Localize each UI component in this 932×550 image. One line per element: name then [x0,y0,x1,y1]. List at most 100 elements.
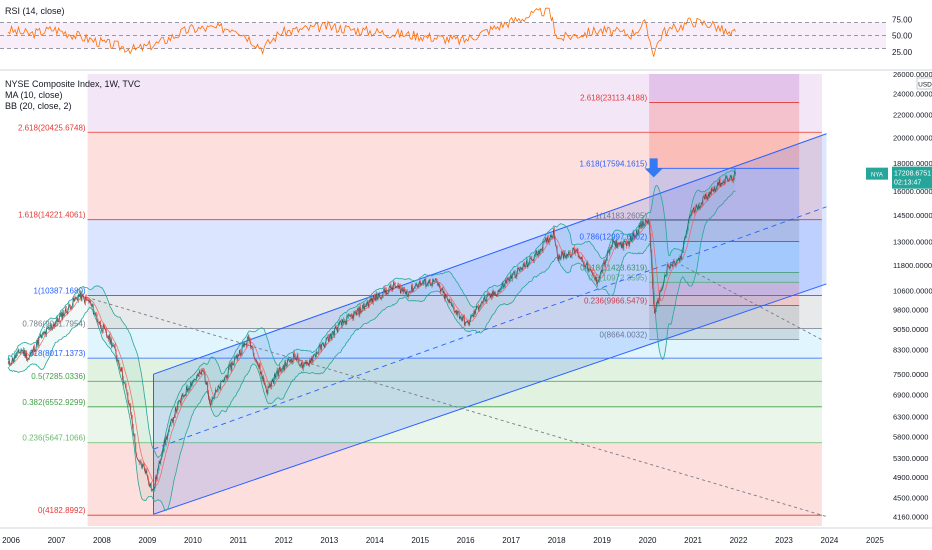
fib-level-label: 1.618(14221.4061) [18,211,86,220]
fib-zone [87,406,822,443]
channel-lower [153,283,827,515]
price-tick-label: 9050.0000 [893,325,928,334]
year-tick-label: 2024 [821,536,839,545]
symbol-label: NYA [871,173,883,179]
rsi-tick-label: 25.00 [892,48,913,57]
bollinger-upper [7,168,736,459]
year-tick-label: 2020 [639,536,657,545]
price-tick-label: 5300.0000 [893,454,928,463]
price-tick-label: 10600.0000 [893,287,932,296]
price-tick-label: 5800.0000 [893,432,928,441]
last-price-countdown: 02:13:47 [894,180,921,187]
price-tick-label: 26000.0000 [893,70,932,79]
price-axis[interactable]: 26000.0000 24000.0000 22000.0000 20000.0000… [866,70,932,528]
year-tick-label: 2007 [48,536,66,545]
rsi-legend-label: RSI (14, close) [5,6,65,16]
fib2-level-label: 0.618(11423.6319) [580,264,647,273]
price-tick-label: 18000.0000 [893,159,932,168]
rsi-tick-label: 75.00 [892,15,913,24]
annotation-layer [644,158,663,178]
fib2-zone [649,102,800,169]
time-axis[interactable]: 2006 2007 2008 2009 2010 2011 2012 2013 2014 2015… [0,527,932,545]
close-line [7,170,736,491]
usd-label: USD [918,82,932,89]
price-tick-label: 4500.0000 [893,494,928,503]
year-tick-label: 2019 [593,536,611,545]
price-tick-label: 8300.0000 [893,346,928,355]
legend-symbol[interactable]: NYSE Composite Index, 1W, TVC [5,79,141,89]
year-tick-label: 2018 [548,536,566,545]
year-tick-label: 2009 [139,536,157,545]
price-tick-label: 22000.0000 [893,110,932,119]
bollinger-fill [8,168,736,511]
fib2-level-label: 1(14183.2605) [595,211,647,220]
price-tick-label: 14500.0000 [893,211,932,220]
legend-bb[interactable]: BB (20, close, 2) [5,101,72,111]
fib-zone [87,219,822,296]
year-tick-label: 2025 [866,536,884,545]
bollinger-lower [7,190,736,512]
trend-lines [80,264,827,517]
rsi-legend: RSI (14, close) [5,6,65,17]
price-tick-label: 6900.0000 [893,390,928,399]
fib-level-label: 2.618(20425.6748) [18,123,86,132]
price-tick-label: 20000.0000 [893,133,932,142]
year-tick-label: 2012 [275,536,293,545]
channel-fill [153,133,827,515]
year-tick-label: 2023 [775,536,793,545]
fib2-level-label: 1.618(17594.1615) [580,159,648,168]
fib2-level-label: 0.786(12997.6002) [580,232,648,241]
year-tick-label: 2006 [2,536,20,545]
last-price-badge [892,166,932,189]
rsi-panel [0,7,886,57]
fib2-zone [649,282,800,306]
trend-line [680,264,823,341]
trend-line [80,295,827,517]
fib-level-label: 1(10387.1680) [34,287,86,296]
price-series [7,168,736,512]
price-tick-label: 24000.0000 [893,89,932,98]
year-tick-label: 2010 [184,536,202,545]
fib2-zone [649,241,800,273]
fib-level-label: 0.618(8017.1373) [22,349,86,358]
year-tick-label: 2021 [684,536,702,545]
price-tick-label: 11800.0000 [893,261,932,270]
price-tick-label: 13000.0000 [893,237,932,246]
arrow-down-icon [644,158,663,178]
price-tick-label: 4900.0000 [893,473,928,482]
rsi-axis[interactable]: 75.00 50.00 25.00 [892,15,913,57]
year-tick-label: 2014 [366,536,384,545]
price-tick-label: 7500.0000 [893,370,928,379]
year-tick-label: 2015 [411,536,429,545]
fib2-zone [649,74,800,103]
fib-zone [87,74,822,133]
price-tick-label: 6300.0000 [893,412,928,421]
fib-zone [87,358,822,382]
ma-line [7,177,736,486]
fib-zone [87,442,822,516]
price-axis-bg [886,72,932,528]
price-tick-label: 9800.0000 [893,306,928,315]
year-tick-label: 2008 [93,536,111,545]
year-tick-label: 2011 [230,536,248,545]
year-tick-label: 2013 [320,536,338,545]
symbol-badge [866,167,888,180]
price-tick-label: 4160.0000 [893,513,928,522]
fib2-level-label: 2.618(23113.4188) [580,93,647,102]
fib2-zone [649,168,800,221]
fib-level-label: 0.382(6552.9299) [22,398,86,407]
fib-level-label: 0.236(5647.1066) [22,434,86,443]
fib2-level-label: 0.236(9966.5479) [584,297,648,306]
usd-badge [916,77,932,90]
fib-level-label: 0.5(7285.0336) [31,372,86,381]
year-tick-label: 2022 [730,536,748,545]
year-tick-label: 2016 [457,536,475,545]
fib2-zone [649,272,800,283]
channel-mid [153,206,827,450]
legend-ma[interactable]: MA (10, close) [5,90,63,100]
price-tick-label: 16000.0000 [893,187,932,196]
fib-zone [87,515,822,526]
last-price-value: 17208.6751 [894,171,931,178]
fib-level-label: 0(4182.8992) [38,506,86,515]
